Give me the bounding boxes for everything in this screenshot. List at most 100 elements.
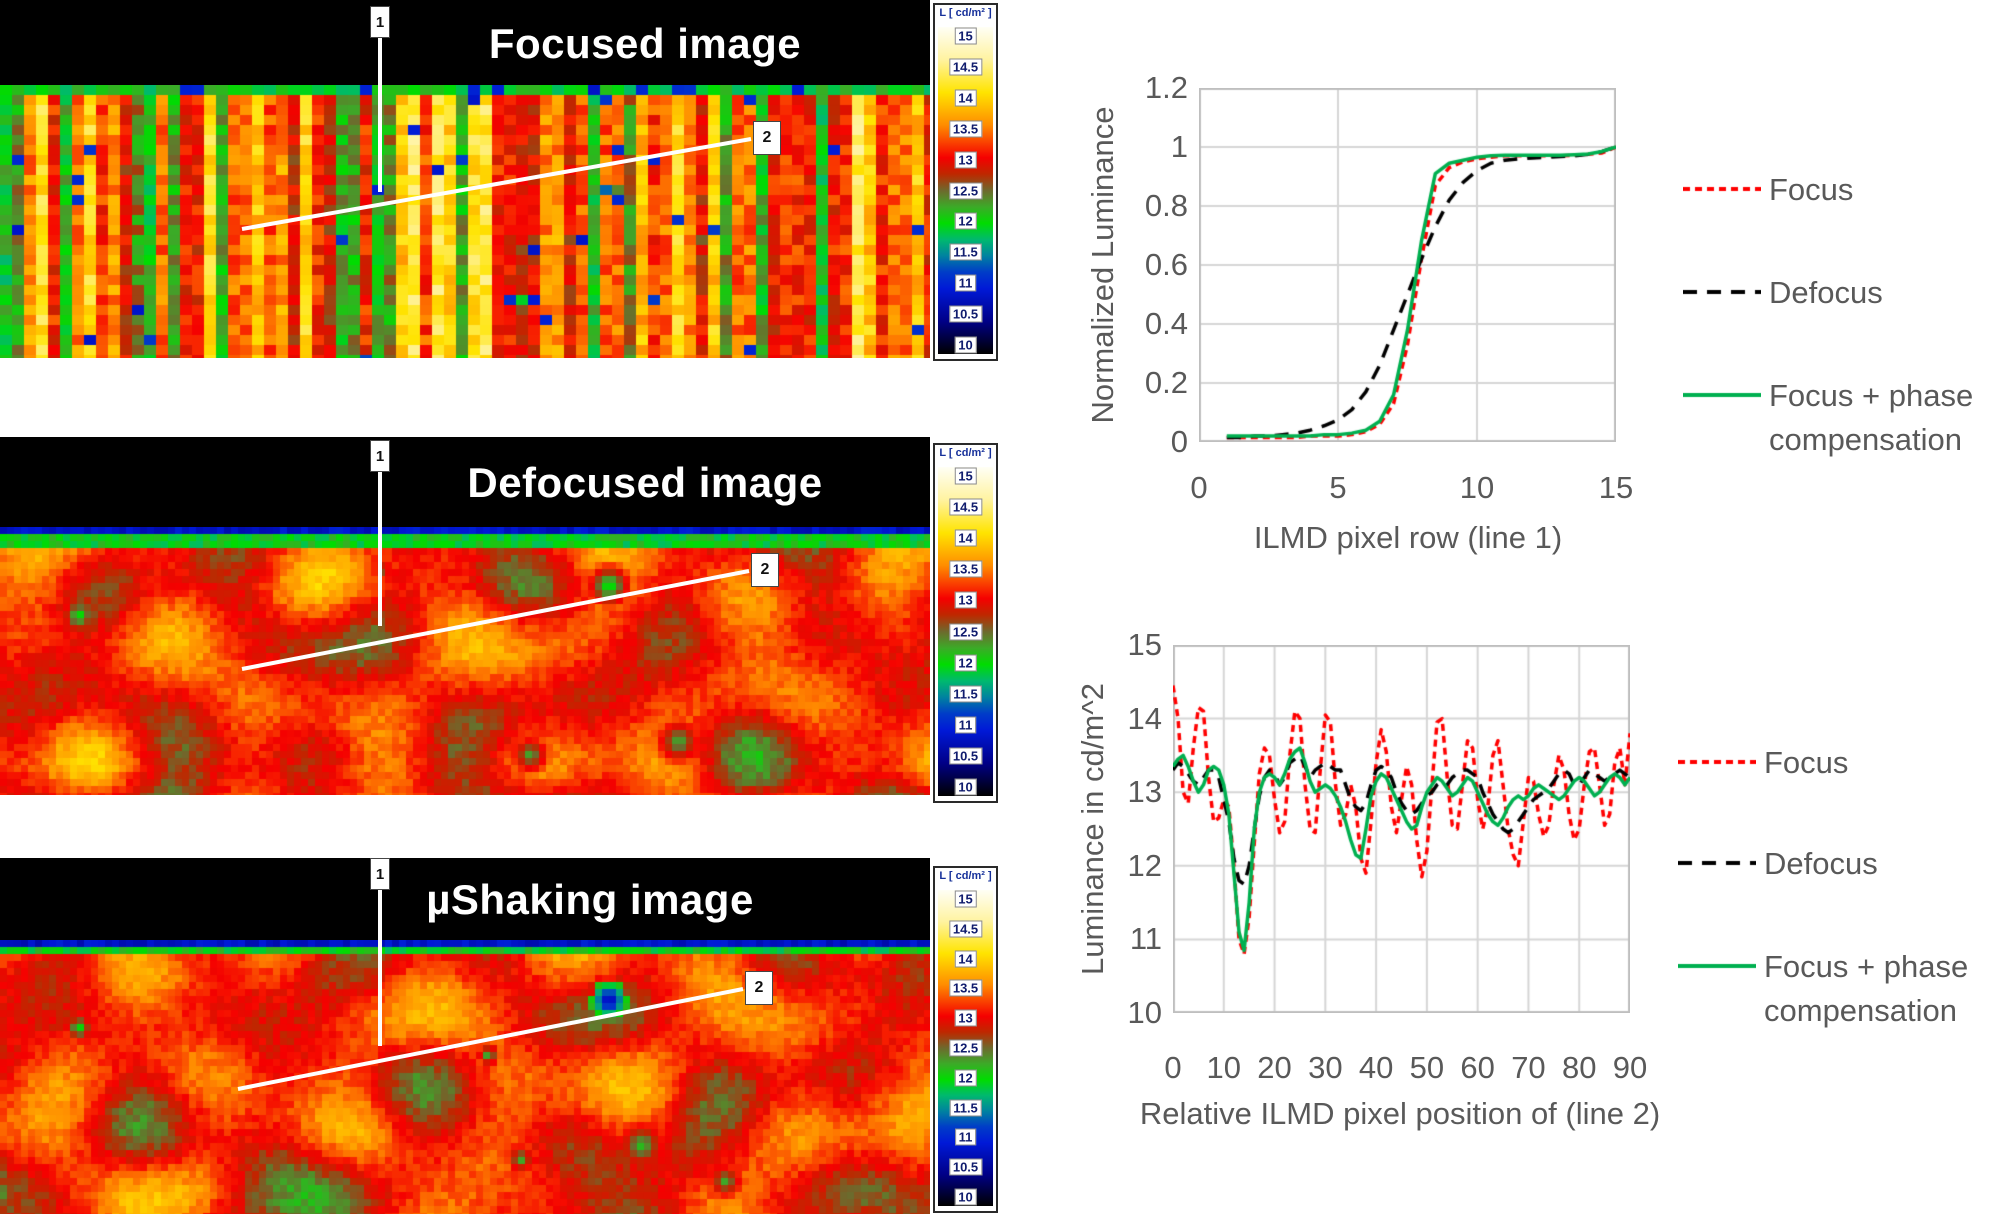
x-tick-label: 50	[1409, 1050, 1445, 1085]
x-tick-label: 10	[1206, 1050, 1242, 1085]
panel-ushaking-title-band	[0, 858, 930, 940]
colorbar-tick-label: 10.5	[948, 1158, 983, 1176]
colorbar-tick-label: 14.5	[948, 58, 983, 76]
colorbar-tick-label: 11	[954, 716, 977, 734]
colorbar-tick-label: 13	[954, 151, 977, 169]
line1-marker-label: 1	[375, 13, 385, 31]
x-tick-label: 70	[1511, 1050, 1546, 1085]
line1-marker: 1	[370, 6, 390, 38]
y-tick-label: 15	[1127, 627, 1162, 662]
line1-marker: 1	[370, 440, 390, 472]
colorbar-ushaking: L [ cd/m² ] 15 14.5 14 13.5 13 12.5 12 11.5 11 10…	[933, 866, 998, 1213]
x-tick-label: 0	[1190, 470, 1208, 505]
colorbar-tick-label: 11.5	[949, 1099, 982, 1117]
legend-label: Focus	[1764, 745, 1849, 780]
chart2-legend-focus: Focus	[1678, 741, 2000, 785]
x-tick-label: 80	[1561, 1050, 1597, 1085]
line2-marker-label: 2	[754, 979, 764, 996]
colorbar-tick-label: 14.5	[948, 498, 983, 516]
colorbar-gradient: 15 14.5 14 13.5 13 12.5 12 11.5 11 10.5 10	[938, 467, 993, 796]
colorbar-tick-label: 11.5	[949, 243, 982, 261]
defocus-line-sample	[1678, 858, 1756, 868]
y-tick-label: 0.6	[1144, 247, 1188, 282]
colorbar-tick-label: 12	[954, 212, 977, 230]
x-tick-label: 10	[1459, 470, 1495, 505]
legend-label: Focus + phase compensation	[1764, 949, 1969, 1028]
line2-marker-label: 2	[760, 561, 770, 578]
colorbar-tick-label: 12.5	[948, 623, 983, 640]
x-tick-label: 0	[1164, 1050, 1182, 1085]
y-tick-label: 14	[1127, 700, 1162, 736]
legend-label: Defocus	[1769, 275, 1883, 310]
colorbar-tick-label: 10.5	[948, 747, 983, 765]
x-tick-label: 90	[1612, 1050, 1648, 1085]
x-tick-label: 5	[1329, 470, 1347, 505]
focus-line-sample	[1683, 184, 1761, 194]
colorbar-gradient: 15 14.5 14 13.5 13 12.5 12 11.5 11 10.5 10	[938, 890, 993, 1206]
colorbar-tick-label: 10.5	[948, 305, 983, 323]
x-tick-label: 40	[1358, 1050, 1394, 1085]
defocus-line-sample	[1683, 287, 1761, 297]
heatmap-ushaking	[0, 940, 930, 1214]
colorbar-tick-label: 14.5	[948, 920, 983, 938]
colorbar-defocused: L [ cd/m² ] 15 14.5 14 13.5 13 12.5 12 11.5 11 10…	[933, 443, 998, 803]
panel-ushaking-title: µShaking image	[426, 876, 754, 923]
chart2-legend-focus-phase: Focus + phase compensation	[1678, 945, 2000, 1033]
x-tick-label: 30	[1308, 1050, 1343, 1085]
colorbar-tick-label: 15	[954, 890, 977, 908]
colorbar-gradient: 15 14.5 14 13.5 13 12.5 12 11.5 11 10.5 10	[938, 27, 993, 354]
legend-label: Defocus	[1764, 846, 1878, 881]
colorbar-tick-label: 14	[954, 89, 977, 107]
line2-marker: 2	[753, 121, 781, 155]
colorbar-tick-label: 11	[954, 1128, 977, 1146]
chart1-legend-focus-phase: Focus + phase compensation	[1683, 374, 2000, 462]
panel-defocused-title-band	[0, 437, 930, 527]
colorbar-tick-label: 12	[954, 654, 977, 672]
chart2-legend-defocus: Defocus	[1678, 842, 2000, 886]
line2-marker: 2	[745, 971, 773, 1005]
focus-phase-line-sample	[1678, 961, 1756, 971]
colorbar-tick-label: 13.5	[948, 560, 983, 578]
colorbar-tick-label: 13.5	[948, 120, 983, 138]
line2-marker-label: 2	[762, 129, 772, 146]
x-tick-label: 60	[1460, 1050, 1495, 1085]
y-tick-label: 0.2	[1144, 365, 1188, 400]
x-tick-label: 20	[1257, 1050, 1292, 1085]
y-tick-label: 1.2	[1144, 70, 1188, 105]
colorbar-tick-label: 11	[954, 274, 977, 292]
focus-line-sample	[1678, 757, 1756, 767]
colorbar-tick-label: 10	[954, 778, 977, 796]
y-tick-label: 12	[1127, 847, 1162, 883]
colorbar-tick-label: 13	[954, 1009, 977, 1027]
heatmap-defocused	[0, 527, 930, 795]
colorbar-tick-label: 10	[954, 1188, 977, 1206]
legend-label: Focus	[1769, 172, 1854, 207]
chart1-x-axis-title: ILMD pixel row (line 1)	[1253, 520, 1563, 555]
colorbar-tick-label: 14	[954, 950, 977, 968]
line-chart-luminance	[1173, 645, 1630, 1013]
panel-defocused-title: Defocused image	[467, 459, 823, 506]
colorbar-tick-label: 11.5	[949, 685, 982, 703]
colorbar-tick-label: 12	[954, 1069, 977, 1087]
panel-focused-title-band	[0, 0, 930, 85]
colorbar-tick-label: 15	[954, 467, 977, 485]
colorbar-tick-label: 13	[954, 591, 977, 609]
colorbar-tick-label: 12.5	[948, 182, 983, 199]
focus-phase-line-sample	[1683, 390, 1761, 400]
chart1-legend-defocus: Defocus	[1683, 271, 2000, 315]
colorbar-header: L [ cd/m² ]	[939, 447, 992, 459]
heatmap-focused	[0, 85, 930, 358]
colorbar-tick-label: 15	[954, 27, 977, 45]
colorbar-header: L [ cd/m² ]	[939, 7, 992, 19]
y-tick-label: 0	[1170, 424, 1188, 459]
line1-marker-label: 1	[375, 447, 385, 465]
y-tick-label: 13	[1127, 774, 1162, 810]
colorbar-tick-label: 14	[954, 529, 977, 547]
y-tick-label: 11	[1129, 921, 1162, 957]
line1-marker-label: 1	[375, 865, 385, 883]
colorbar-tick-label: 13.5	[948, 979, 983, 997]
colorbar-focused: L [ cd/m² ] 15 14.5 14 13.5 13 12.5 12 11.5 11 10…	[933, 3, 998, 361]
chart2-x-axis-title: Relative ILMD pixel position of (line 2)	[1139, 1096, 1661, 1131]
y-tick-label: 0.4	[1144, 306, 1188, 341]
y-tick-label: 1	[1170, 129, 1188, 164]
